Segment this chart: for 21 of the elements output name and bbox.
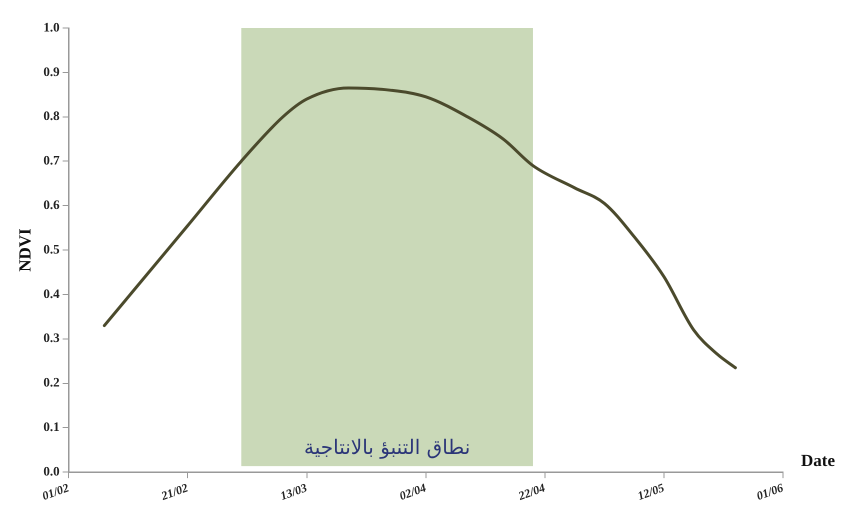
x-tick-label: 01/02 (40, 480, 71, 503)
y-tick-label: 0.7 (43, 152, 60, 168)
x-tick-label: 01/06 (754, 480, 786, 503)
x-tick-label: 21/02 (158, 480, 190, 504)
y-tick-label: 0.1 (43, 419, 60, 434)
y-tick-label: 0.5 (43, 241, 60, 256)
x-tick-label: 22/04 (516, 480, 547, 504)
x-tick-label: 02/04 (397, 480, 428, 503)
band-label: نطاق التنبؤ بالانتاجية (304, 435, 470, 460)
x-axis-title: Date (801, 451, 836, 470)
y-axis-title: NDVI (16, 228, 35, 272)
y-tick-label: 1.0 (43, 19, 60, 34)
x-tick-label: 12/05 (636, 480, 666, 503)
y-tick-label: 0.0 (43, 463, 60, 478)
y-tick-label: 0.9 (43, 64, 60, 79)
y-tick-label: 0.2 (43, 374, 60, 390)
y-tick-label: 0.3 (43, 330, 60, 346)
y-tick-label: 0.6 (43, 197, 60, 212)
x-tick-label: 13/03 (278, 480, 309, 503)
y-tick-label: 0.8 (43, 108, 60, 124)
y-tick-label: 0.4 (43, 286, 60, 301)
